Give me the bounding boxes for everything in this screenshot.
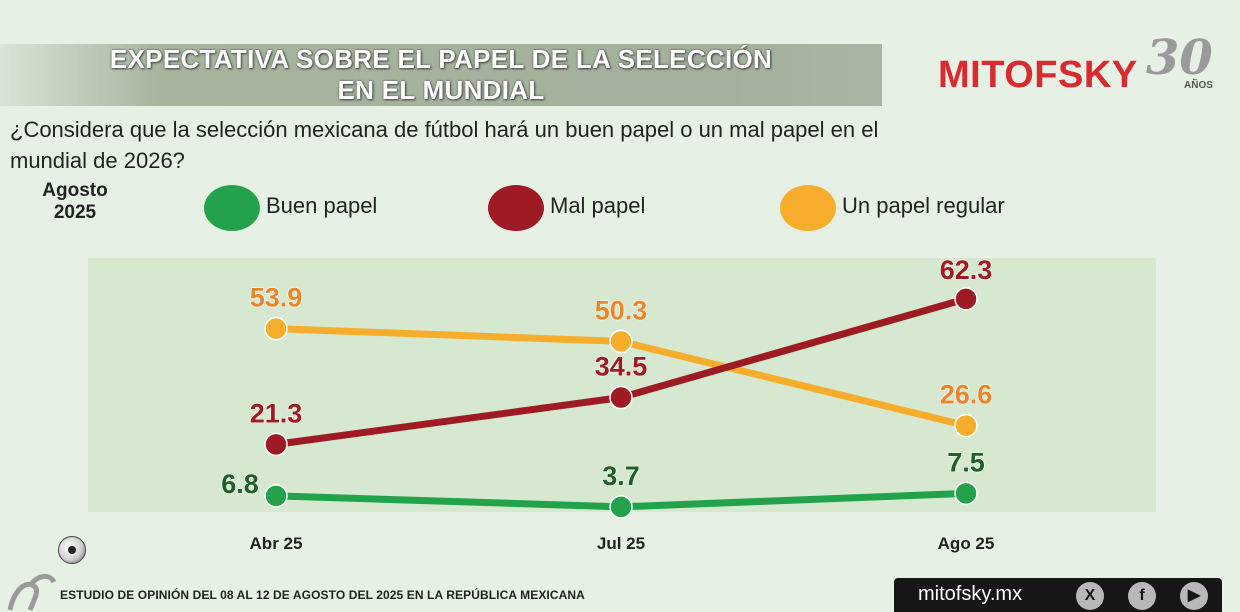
legend-label-buen: Buen papel [266,193,378,218]
chart-title-line1: EXPECTATIVA SOBRE EL PAPEL DE LA SELECCI… [109,44,773,74]
legend-swatch-buen [204,185,260,231]
x-tick-label-0: Abr 25 [250,534,303,553]
data-label-regular-1: 50.3 [595,295,648,325]
data-label-mal-0: 21.3 [250,398,303,428]
mascot-icon [7,574,57,611]
data-point-mal-0 [264,432,288,457]
data-label-mal-2: 62.3 [940,255,993,285]
period-month: Agosto [42,180,108,201]
x-icon[interactable]: X [1076,582,1104,610]
data-point-regular-2 [954,413,978,438]
chart-title-line2: EN EL MUNDIAL [337,75,545,105]
data-point-buen-2 [954,481,978,506]
legend-label-mal: Mal papel [550,193,646,218]
website-link[interactable]: mitofsky.mx [918,583,1023,605]
data-label-regular-2: 26.6 [940,380,993,410]
data-label-buen-1: 3.7 [602,461,640,491]
data-label-mal-1: 34.5 [595,352,648,382]
period-year: 2025 [53,202,97,223]
survey-question: ¿Considera que la selección mexicana de … [10,117,879,173]
x-tick-label-1: Jul 25 [597,534,645,553]
brand-logo: MITOFSKY [938,54,1138,96]
data-point-regular-0 [264,316,288,341]
data-point-regular-1 [609,329,633,354]
study-note: ESTUDIO DE OPINIÓN DEL 08 AL 12 DE AGOST… [60,588,585,602]
legend-swatch-regular [780,185,836,231]
brand-anniversary-label: AÑOS [1184,80,1213,91]
soccer-ball-icon [58,536,86,564]
x-tick-label-2: Ago 25 [938,534,995,553]
data-label-buen-2: 7.5 [947,447,985,477]
legend-swatch-mal [488,185,544,231]
facebook-icon[interactable]: f [1128,582,1156,610]
site-bar: mitofsky.mx X f ▶ [894,578,1222,612]
chart-title: EXPECTATIVA SOBRE EL PAPEL DE LA SELECCI… [0,44,882,106]
data-label-buen-0: 6.8 [221,469,259,499]
data-point-mal-1 [609,385,633,410]
data-label-regular-0: 53.9 [250,283,303,313]
data-point-mal-2 [954,287,978,311]
data-point-buen-1 [609,495,633,519]
legend-label-regular: Un papel regular [842,193,1005,218]
plot-area [88,258,1156,512]
title-band [0,44,882,106]
youtube-icon[interactable]: ▶ [1180,582,1208,610]
period-label: Agosto 2025 [30,180,120,224]
data-point-buen-0 [264,484,288,508]
brand-anniversary: 30 [1146,30,1213,86]
